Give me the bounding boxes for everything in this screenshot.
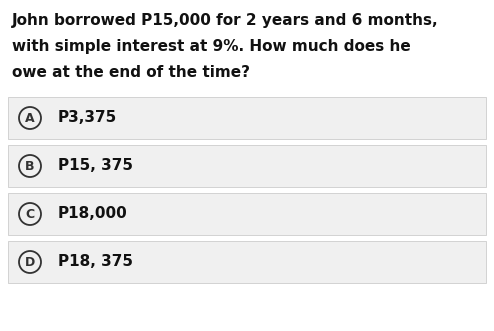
Text: B: B (25, 160, 35, 172)
FancyBboxPatch shape (8, 97, 486, 139)
Text: P18,000: P18,000 (58, 207, 128, 221)
FancyBboxPatch shape (8, 145, 486, 187)
Text: P18, 375: P18, 375 (58, 255, 133, 269)
Text: D: D (25, 256, 35, 268)
Text: John borrowed P15,000 for 2 years and 6 months,: John borrowed P15,000 for 2 years and 6 … (12, 13, 439, 28)
Text: A: A (25, 112, 35, 124)
Text: with simple interest at 9%. How much does he: with simple interest at 9%. How much doe… (12, 39, 411, 54)
Text: owe at the end of the time?: owe at the end of the time? (12, 65, 250, 80)
FancyBboxPatch shape (8, 193, 486, 235)
FancyBboxPatch shape (8, 241, 486, 283)
Text: P3,375: P3,375 (58, 111, 117, 125)
Text: C: C (25, 208, 35, 220)
Text: P15, 375: P15, 375 (58, 159, 133, 173)
